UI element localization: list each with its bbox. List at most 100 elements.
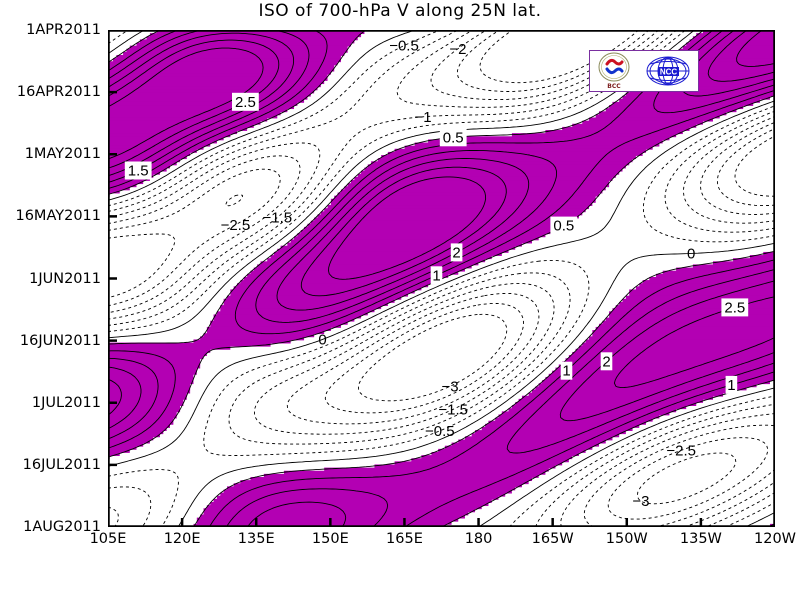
contour-line (247, 501, 347, 527)
x-tick-label: 120E (163, 531, 201, 547)
contour-line (286, 292, 540, 425)
contour-line (636, 452, 737, 505)
contour-line (108, 357, 159, 440)
contour-line (328, 176, 487, 280)
y-tick-label: 1AUG2011 (23, 519, 101, 535)
ncc-logo-icon: NCC (646, 56, 690, 86)
contour-lines (108, 30, 775, 527)
svg-text:NCC: NCC (660, 68, 678, 77)
contour-line (108, 30, 310, 183)
y-tick-label: 1JUL2011 (31, 394, 101, 411)
contour-line (736, 30, 775, 67)
contour-line (607, 437, 769, 520)
x-tick-label: 135E (237, 531, 275, 547)
x-axis: 105E 120E 135E 150E 165E 180 165W 150W 135W 120W (90, 531, 796, 555)
contour-label-bg (124, 161, 152, 180)
contour-line (108, 350, 176, 449)
contour-label-bg (725, 375, 738, 394)
contour-line (479, 30, 639, 84)
contour-line (108, 30, 367, 195)
contour-label: 1.5 (128, 163, 149, 180)
contour-label: 1 (432, 267, 440, 284)
contour-line (228, 272, 571, 445)
contour-line (108, 30, 161, 63)
x-tick-label: 120W (753, 531, 797, 547)
ncc-logo: NCC (645, 54, 691, 88)
contour-line (108, 30, 416, 201)
contour-line (707, 30, 775, 82)
contour-line (684, 481, 775, 527)
contour-line (253, 282, 555, 435)
contour-line (203, 259, 590, 456)
contour-label: −0.5 (425, 423, 455, 440)
contour-line (508, 395, 775, 527)
y-axis: 1APR2011 16APR2011 1MAY2011 16MAY2011 1JUN20… (0, 22, 101, 535)
contour-line (108, 30, 203, 80)
x-tick-label: 150E (311, 531, 349, 547)
contour-line (108, 47, 264, 160)
contour-label: 0.5 (443, 129, 464, 146)
contour-label: −2 (449, 41, 466, 58)
page-title: ISO of 700-hPa V along 25N lat. (258, 1, 542, 21)
x-tick-label: 150W (605, 531, 648, 547)
logo-badge: BCC NCC (589, 50, 699, 92)
contour-line (234, 30, 775, 335)
contour-label: −1.5 (262, 210, 292, 227)
contour-label: 0.5 (553, 218, 574, 235)
contour-line (225, 488, 389, 527)
contour-line (108, 100, 775, 467)
contour-line (108, 469, 179, 527)
contour-label-bg (721, 298, 749, 317)
y-tick-label: 16JUN2011 (19, 332, 101, 349)
contour-line (716, 128, 775, 207)
contour-line (506, 268, 775, 454)
contour-line (276, 158, 530, 311)
y-tick-label: 1APR2011 (26, 22, 101, 38)
contour-line (108, 30, 695, 339)
contour-label: 2 (452, 244, 460, 261)
contour-line (559, 280, 775, 422)
contour-line (613, 296, 775, 389)
contour-line (478, 387, 775, 527)
contour-line (108, 30, 129, 45)
x-tick-label: 165E (386, 531, 423, 547)
contour-line (358, 313, 508, 402)
contour-line (681, 30, 775, 97)
contour-line (108, 378, 122, 416)
contour-line (108, 32, 295, 177)
contour-line (583, 424, 775, 527)
contour-line (108, 506, 119, 527)
contour-line (108, 30, 179, 72)
contour-line (108, 30, 328, 190)
y-tick-label: 16MAY2011 (15, 208, 101, 225)
contour-label: −0.5 (389, 38, 419, 55)
contour-line (108, 233, 176, 299)
contour-line (734, 135, 775, 197)
x-tick-label: 135W (679, 531, 722, 547)
contour-line (430, 30, 660, 101)
contour-line (108, 39, 280, 169)
contour-label-bg (450, 243, 463, 262)
contour-line (108, 168, 281, 307)
contour-label: 0 (318, 331, 326, 348)
contour-line (108, 30, 678, 326)
contour-label: −2.5 (221, 217, 251, 234)
contour-line (664, 110, 775, 233)
contour-line (108, 30, 704, 345)
contour-line (108, 30, 441, 207)
axis-ticks (108, 30, 775, 527)
y-tick-label: 16JUL2011 (22, 456, 101, 473)
contour-line (404, 371, 775, 527)
contour-line (324, 303, 524, 414)
contour-line (108, 366, 142, 430)
contour-label: −3 (632, 493, 649, 510)
contour-line (744, 511, 775, 527)
x-tick-label: 105E (89, 531, 127, 547)
x-tick-label: 180 (464, 531, 493, 547)
contour-line (705, 492, 775, 527)
contour-label-bg (439, 128, 467, 147)
shaded-region (108, 30, 775, 527)
contour-line (108, 30, 145, 55)
contour-line (535, 403, 775, 527)
